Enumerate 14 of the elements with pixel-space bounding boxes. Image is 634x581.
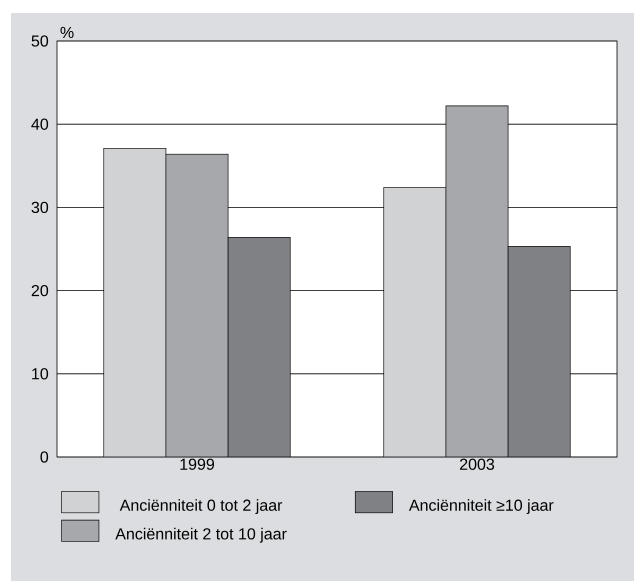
y-axis-title: %	[60, 26, 74, 38]
x-tick-label: 2003	[460, 458, 494, 470]
y-tick-label: 0	[40, 451, 48, 463]
y-tick-label: 10	[32, 368, 48, 380]
bar	[446, 106, 508, 457]
legend-label: Anciënniteit ≥10 jaar	[408, 499, 554, 514]
y-tick-label: 30	[32, 202, 48, 214]
y-tick-label: 40	[31, 118, 48, 130]
legend-label: Anciënniteit 0 tot 2 jaar	[120, 499, 282, 514]
bar	[166, 154, 228, 457]
x-tick-label: 1999	[180, 458, 214, 470]
y-tick-label: 20	[32, 284, 48, 296]
y-tick-label: 50	[32, 35, 48, 47]
legend-label: Anciënniteit 2 tot 10 jaar	[115, 528, 287, 543]
